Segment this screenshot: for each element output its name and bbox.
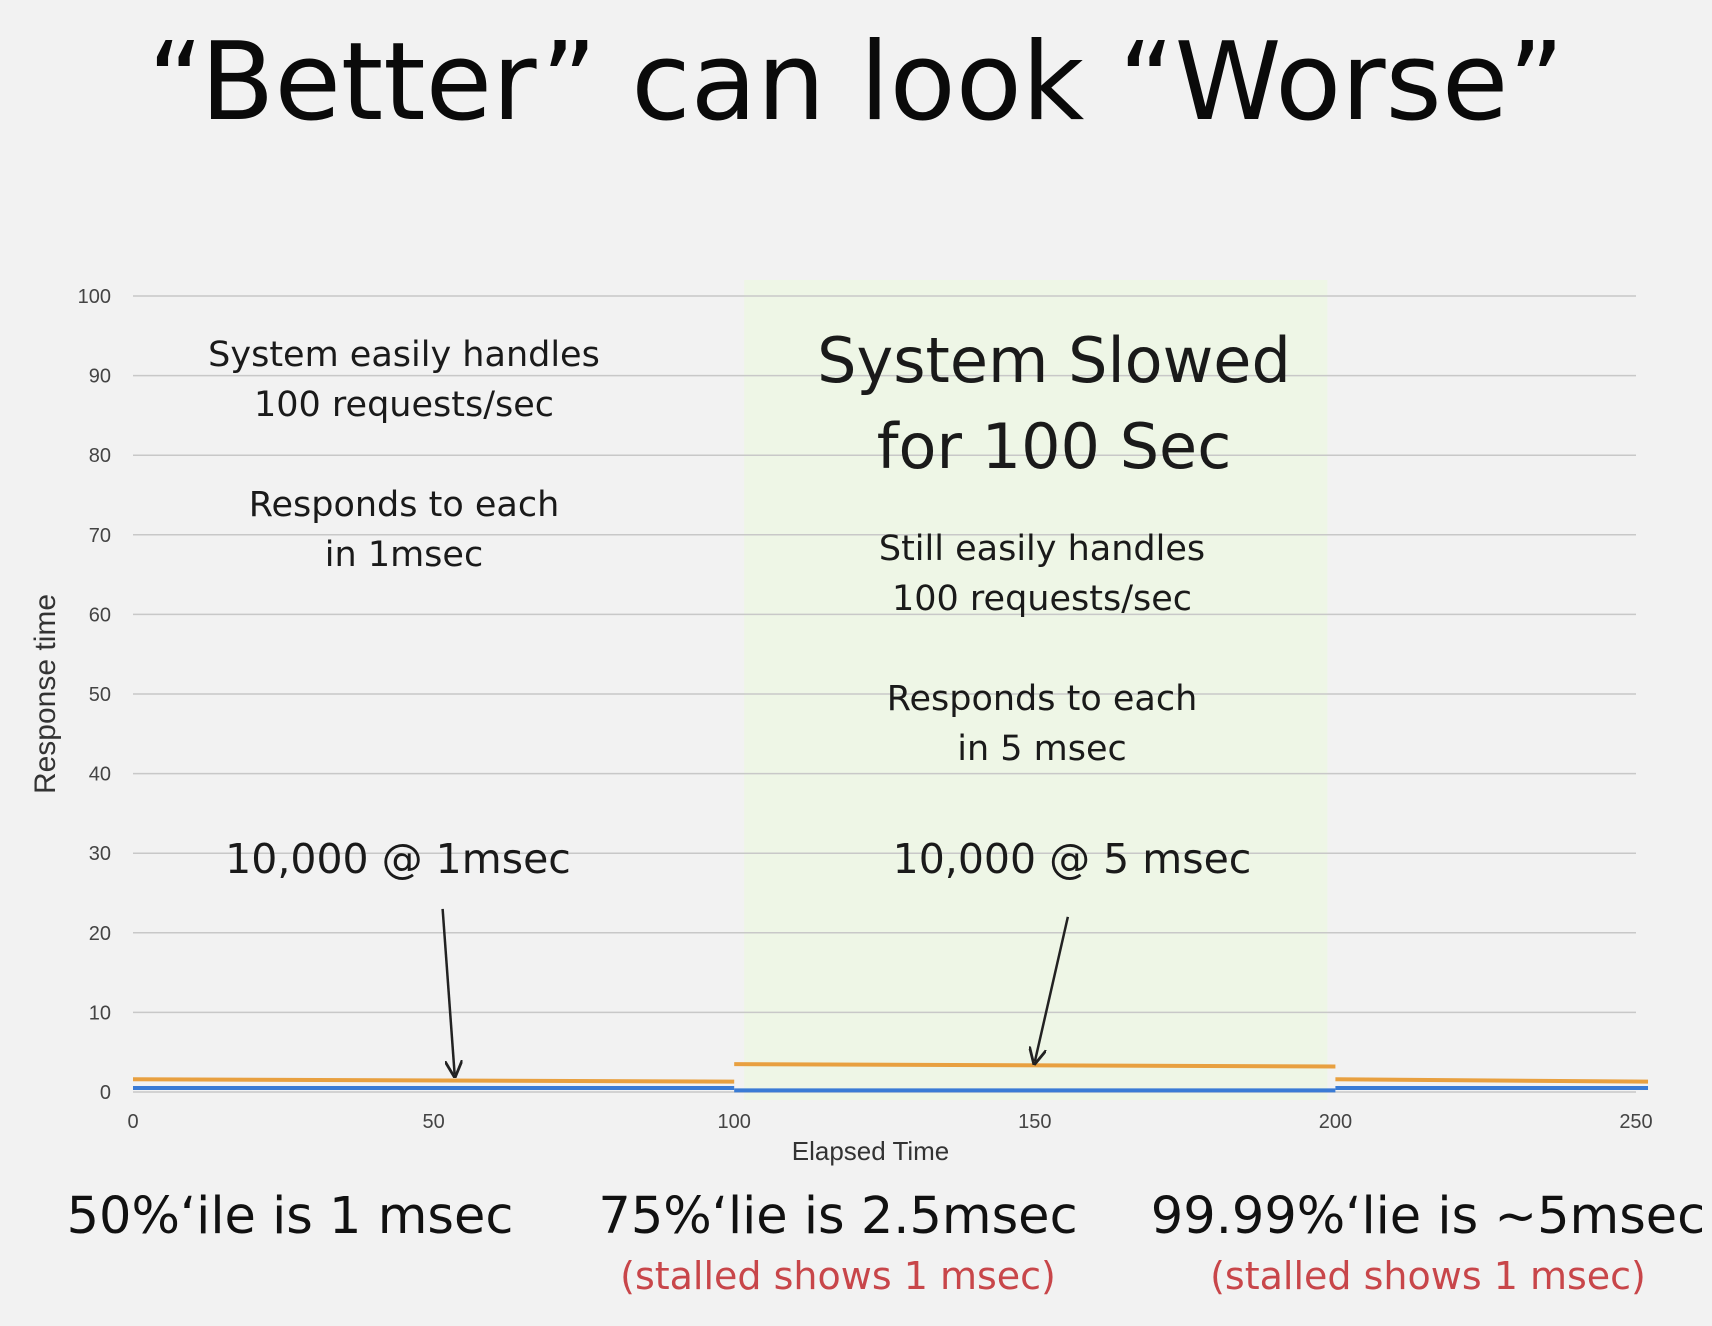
left-note-line: Responds to each: [248, 485, 560, 525]
annotation-arrow: [441, 908, 455, 1075]
summary-main: 99.99%‘lie is ~5msec: [1150, 1187, 1706, 1246]
x-tick-label: 150: [1018, 1111, 1051, 1133]
y-tick-label: 80: [89, 445, 111, 467]
y-tick-label: 40: [89, 764, 111, 786]
y-tick-label: 10: [89, 1002, 111, 1024]
summary-sub: (stalled shows 1 msec): [1210, 1254, 1646, 1298]
summary-9999: 99.99%‘lie is ~5msec (stalled shows 1 ms…: [1151, 1186, 1705, 1304]
summary-50: 50%‘ile is 1 msec: [67, 1186, 514, 1248]
annotation-arrow: [1035, 916, 1070, 1062]
y-tick-label: 30: [89, 843, 111, 865]
middle-heading-line: System Slowed: [817, 324, 1291, 397]
middle-note: Still easily handles 100 requests/sec Re…: [879, 524, 1205, 774]
highlight-band: [744, 280, 1328, 1100]
left-note-line: in 1msec: [324, 535, 484, 575]
y-tick-label: 100: [78, 286, 111, 308]
y-tick-label: 60: [89, 604, 111, 626]
left-note-line: [208, 430, 600, 480]
arrow-label-middle: 10,000 @ 5 msec: [892, 835, 1252, 883]
summary-main: 75%‘lie is 2.5msec: [598, 1187, 1078, 1246]
x-axis-label: Elapsed Time: [792, 1136, 950, 1166]
left-note: System easily handles 100 requests/sec R…: [208, 330, 600, 580]
summary-75: 75%‘lie is 2.5msec (stalled shows 1 msec…: [598, 1186, 1077, 1304]
series-line: [734, 1062, 1336, 1069]
left-note-line: 100 requests/sec: [253, 385, 555, 425]
slide-title: “Better” can look “Worse”: [147, 20, 1565, 145]
series-line: [1335, 1077, 1649, 1084]
middle-note-line: Responds to each: [886, 679, 1198, 719]
x-tick-label: 250: [1619, 1111, 1652, 1133]
middle-heading: System Slowed for 100 Sec: [817, 318, 1291, 490]
y-tick-label: 50: [89, 684, 111, 706]
middle-note-line: 100 requests/sec: [891, 579, 1193, 619]
y-axis-label: Response time: [29, 594, 62, 794]
x-tick-label: 100: [718, 1111, 751, 1133]
middle-heading-line: for 100 Sec: [876, 410, 1232, 483]
x-tick-label: 200: [1319, 1111, 1352, 1133]
summary-sub: (stalled shows 1 msec): [620, 1254, 1056, 1298]
middle-note-line: Still easily handles: [878, 529, 1206, 569]
x-tick-label: 50: [422, 1111, 444, 1133]
y-tick-label: 20: [89, 923, 111, 945]
y-tick-label: 70: [89, 525, 111, 547]
x-tick-label: 0: [127, 1111, 138, 1133]
summary-main: 50%‘ile is 1 msec: [66, 1187, 514, 1246]
middle-note-line: in 5 msec: [957, 729, 1127, 769]
left-note-line: System easily handles: [208, 335, 600, 375]
middle-note-line: [879, 624, 1205, 674]
arrow-label-left: 10,000 @ 1msec: [225, 835, 571, 883]
y-tick-label: 0: [100, 1082, 111, 1104]
series-line: [132, 1077, 735, 1084]
y-tick-label: 90: [89, 366, 111, 388]
